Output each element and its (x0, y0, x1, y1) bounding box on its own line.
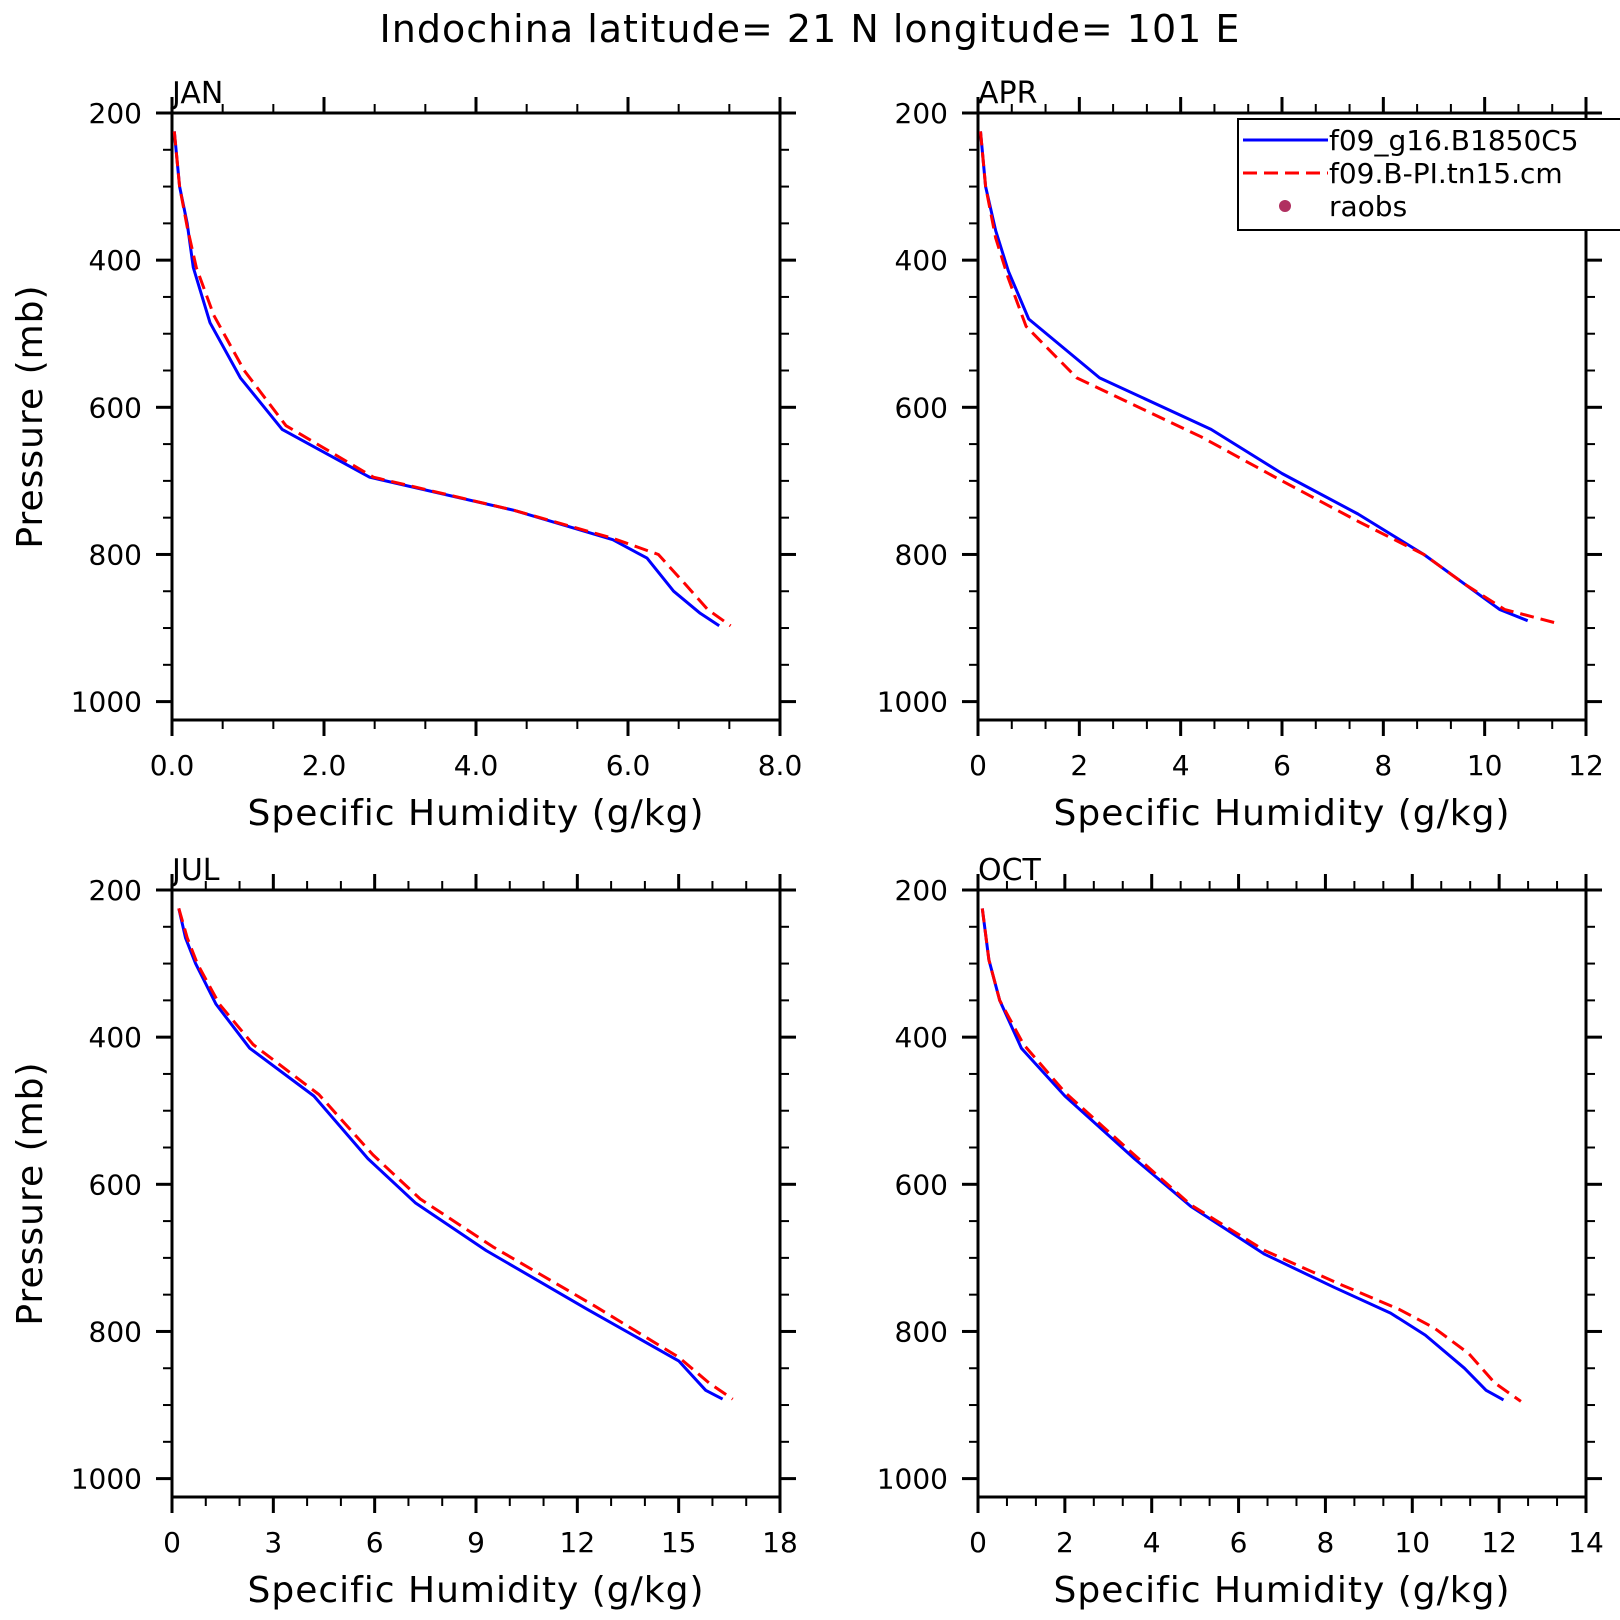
panel-jan: JAN 0.0 2.0 4.0 6.0 8.0 200 400 600 800 1000 Specif… (10, 76, 802, 834)
y-tick-label: 800 (89, 1315, 142, 1348)
x-tick-label: 0 (969, 1526, 987, 1559)
x-tick-label: 12 (1568, 749, 1604, 782)
y-tick-label: 800 (895, 538, 948, 571)
y-tick-label: 800 (895, 1315, 948, 1348)
x-tick-label: 12 (560, 1526, 596, 1559)
y-tick-label: 400 (895, 244, 948, 277)
x-tick-label: 10 (1467, 749, 1503, 782)
y-tick-label: 400 (895, 1021, 948, 1054)
x-tick-label: 6 (1230, 1526, 1248, 1559)
x-tick-label: 0 (163, 1526, 181, 1559)
panel-oct: OCT 0 2 4 6 8 10 12 14 200 400 600 800 1000 Specific H… (877, 853, 1604, 1611)
x-tick-label: 6 (366, 1526, 384, 1559)
x-tick-label: 2.0 (302, 749, 347, 782)
x-tick-label: 9 (467, 1526, 485, 1559)
y-axis-label: Pressure (mb) (10, 1061, 51, 1325)
x-tick-label: 15 (661, 1526, 697, 1559)
y-tick-label: 200 (89, 97, 142, 130)
x-tick-label: 3 (264, 1526, 282, 1559)
panel-label: JAN (170, 76, 223, 111)
x-tick-label: 0.0 (150, 749, 195, 782)
x-tick-label: 12 (1481, 1526, 1517, 1559)
x-tick-label: 0 (969, 749, 987, 782)
x-axis-label: Specific Humidity (g/kg) (247, 1570, 704, 1611)
legend-box (1237, 118, 1620, 231)
x-tick-label: 14 (1568, 1526, 1604, 1559)
legend-marker-dot (1279, 200, 1291, 212)
x-tick-label: 10 (1394, 1526, 1430, 1559)
plot-frame (976, 888, 1588, 1499)
y-tick-label: 200 (89, 874, 142, 907)
x-axis-label: Specific Humidity (g/kg) (247, 793, 704, 834)
y-tick-label: 1000 (71, 1463, 142, 1496)
y-tick-label: 600 (89, 391, 142, 424)
y-tick-label: 1000 (71, 686, 142, 719)
panel-label: APR (978, 76, 1037, 111)
y-tick-label: 200 (895, 874, 948, 907)
x-tick-label: 6 (1273, 749, 1291, 782)
y-tick-label: 600 (895, 391, 948, 424)
x-tick-label: 18 (762, 1526, 798, 1559)
x-tick-label: 6.0 (606, 749, 651, 782)
x-tick-label: 8 (1374, 749, 1392, 782)
series-line-f09-b-pi-tn15-cm (980, 908, 1522, 1403)
x-tick-label: 4 (1143, 1526, 1161, 1559)
y-tick-label: 1000 (877, 1463, 948, 1496)
y-tick-label: 400 (89, 244, 142, 277)
x-axis-label: Specific Humidity (g/kg) (1053, 1570, 1510, 1611)
panel-label: OCT (978, 853, 1042, 888)
x-tick-label: 4 (1172, 749, 1190, 782)
panel-jul: JUL 0 3 6 9 12 15 18 200 400 600 800 1000 Specific Hu… (10, 853, 798, 1611)
legend-label: raobs (1329, 190, 1407, 223)
legend-label: f09.B-PI.tn15.cm (1329, 157, 1563, 190)
x-tick-label: 8 (1317, 1526, 1335, 1559)
plot-frame (170, 111, 782, 722)
series-line-f09-b-pi-tn15-cm (979, 131, 1556, 625)
y-tick-label: 800 (89, 538, 142, 571)
figure-title: Indochina latitude= 21 N longitude= 101 … (380, 7, 1241, 51)
y-axis-label: Pressure (mb) (10, 284, 51, 548)
y-tick-label: 200 (895, 97, 948, 130)
y-tick-label: 400 (89, 1021, 142, 1054)
y-tick-label: 600 (895, 1168, 948, 1201)
series-line-f09-b-pi-tn15-cm (177, 907, 734, 1401)
x-tick-label: 8.0 (758, 749, 803, 782)
x-tick-label: 2 (1070, 749, 1088, 782)
x-tick-label: 4.0 (454, 749, 499, 782)
y-tick-label: 600 (89, 1168, 142, 1201)
x-tick-label: 2 (1056, 1526, 1074, 1559)
panel-label: JUL (170, 853, 220, 888)
plot-frame (170, 888, 782, 1499)
x-axis-label: Specific Humidity (g/kg) (1053, 793, 1510, 834)
series-line-f09-b-pi-tn15-cm (172, 131, 732, 628)
panel-apr: APR 0 2 4 6 8 10 12 200 400 600 800 1000 Specific Hum… (877, 76, 1604, 834)
y-tick-label: 1000 (877, 686, 948, 719)
series-line-f09-g16-b1850c5 (980, 908, 1505, 1402)
series-line-f09-g16-b1850c5 (177, 908, 724, 1401)
legend-label: f09_g16.B1850C5 (1329, 124, 1579, 157)
series-line-f09-g16-b1850c5 (172, 131, 721, 628)
